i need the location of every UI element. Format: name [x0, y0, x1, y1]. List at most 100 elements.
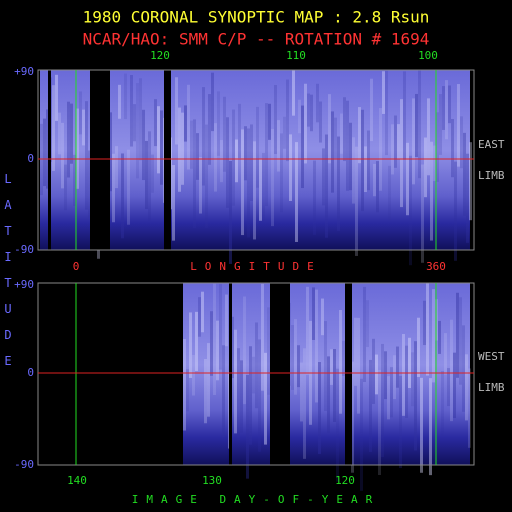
map-streak: [432, 289, 435, 383]
map-streak: [118, 84, 121, 119]
map-streak: [360, 378, 363, 491]
map-streak: [130, 74, 133, 147]
map-streak: [342, 340, 345, 376]
map-streak: [418, 70, 421, 179]
map-streak: [465, 354, 468, 421]
map-streak: [292, 70, 295, 116]
map-streak: [402, 333, 405, 416]
map-streak: [379, 108, 382, 191]
map-streak: [223, 96, 226, 172]
map-streak: [240, 360, 243, 433]
map-streak: [451, 118, 454, 178]
map-streak: [160, 110, 163, 185]
map-streak: [225, 294, 228, 347]
map-streak: [127, 149, 130, 225]
map-streak: [331, 111, 334, 193]
x-label: LONGITUDE: [190, 260, 322, 273]
y-label: LATITUDE: [4, 172, 12, 368]
map-streak: [261, 283, 264, 391]
top-tick: 110: [286, 49, 306, 62]
map-streak: [412, 98, 415, 185]
map-streak: [361, 109, 364, 212]
map-streak: [318, 362, 321, 454]
map-streak: [190, 120, 193, 169]
map-streak: [403, 71, 406, 160]
x-tick: 140: [67, 474, 87, 487]
map-streak: [238, 103, 241, 158]
map-streak: [61, 122, 64, 189]
map-streak: [145, 140, 148, 210]
map-streak: [321, 298, 324, 336]
map-streak: [441, 371, 444, 439]
y-tick: -90: [14, 243, 34, 256]
gap: [164, 70, 171, 250]
map-streak: [463, 132, 466, 216]
map-streak: [411, 352, 414, 407]
map-streak: [399, 375, 402, 469]
map-streak: [198, 297, 201, 337]
map-streak: [255, 322, 258, 409]
map-streak: [445, 80, 448, 140]
map-streak: [262, 152, 265, 221]
map-streak: [235, 139, 238, 183]
map-streak: [229, 161, 232, 264]
map-streak: [172, 165, 175, 241]
map-streak: [453, 352, 456, 419]
map-streak: [420, 377, 423, 473]
map-streak: [195, 311, 198, 372]
side-label: EAST: [478, 138, 505, 151]
map-streak: [330, 349, 333, 385]
map-streak: [259, 158, 262, 221]
y-tick: -90: [14, 458, 34, 471]
x-tick: 130: [202, 474, 222, 487]
map-streak: [328, 94, 331, 164]
map-streak: [405, 345, 408, 418]
map-streak: [460, 116, 463, 169]
map-streak: [88, 150, 91, 218]
map-streak: [456, 292, 459, 378]
map-streak: [424, 137, 427, 198]
map-streak: [283, 116, 286, 149]
x-tick: 360: [426, 260, 446, 273]
map-streak: [136, 83, 139, 179]
map-streak: [358, 107, 361, 164]
map-streak: [265, 103, 268, 207]
side-label: LIMB: [478, 381, 505, 394]
map-streak: [436, 112, 439, 182]
map-streak: [201, 291, 204, 333]
map-streak: [298, 99, 301, 134]
map-streak: [385, 70, 388, 156]
map-streak: [244, 126, 247, 181]
map-streak: [217, 91, 220, 156]
map-streak: [246, 374, 249, 479]
map-streak: [112, 153, 115, 223]
map-streak: [354, 317, 357, 386]
map-streak: [187, 84, 190, 170]
map-streak: [312, 287, 315, 340]
map-streak: [352, 137, 355, 204]
map-streak: [226, 117, 229, 208]
map-streak: [237, 348, 240, 440]
map-streak: [393, 355, 396, 400]
map-streak: [454, 161, 457, 261]
map-streak: [417, 317, 420, 377]
map-streak: [363, 286, 366, 382]
map-streak: [243, 296, 246, 405]
map-streak: [183, 339, 186, 431]
map-streak: [370, 78, 373, 142]
map-streak: [189, 312, 192, 378]
map-streak: [193, 119, 196, 229]
map-streak: [289, 134, 292, 201]
map-streak: [340, 113, 343, 154]
map-streak: [67, 101, 70, 178]
map-streak: [397, 124, 400, 159]
map-streak: [313, 160, 316, 235]
side-label: WEST: [478, 350, 505, 363]
map-streak: [79, 91, 82, 135]
map-streak: [184, 105, 187, 142]
map-streak: [457, 84, 460, 167]
map-streak: [76, 108, 79, 189]
title: 1980 CORONAL SYNOPTIC MAP : 2.8 Rsun: [83, 8, 430, 27]
